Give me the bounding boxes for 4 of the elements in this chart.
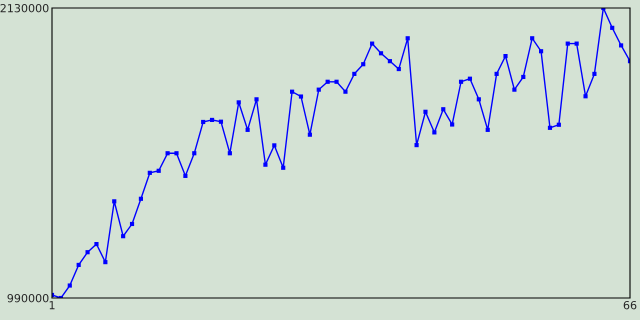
x-tick-label: 1 [50,301,55,310]
x-tick-label: 66 [624,300,636,310]
y-tick-label: 990000 [8,294,48,302]
y-tick-label: 2130000 [0,4,48,12]
